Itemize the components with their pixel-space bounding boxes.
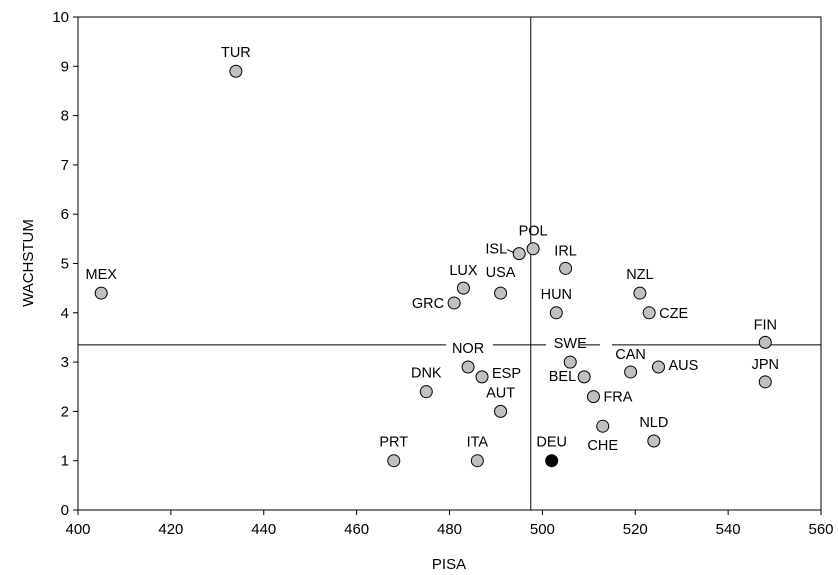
data-point-nld: [647, 434, 661, 448]
data-point-mex: [94, 286, 108, 300]
point-label-esp: ESP: [492, 366, 521, 382]
x-tick-label: 560: [808, 521, 833, 538]
y-tick-label: 6: [61, 206, 69, 223]
y-tick-label: 9: [61, 58, 69, 75]
point-label-jpn: JPN: [752, 357, 779, 373]
data-point-aus: [651, 360, 665, 374]
point-label-mex: MEX: [86, 267, 118, 283]
data-point-fin: [758, 335, 772, 349]
x-axis-title: PISA: [432, 556, 466, 573]
point-label-irl: IRL: [554, 243, 577, 259]
point-label-aut: AUT: [486, 385, 515, 401]
data-point-grc: [447, 296, 461, 310]
x-axis: 400 420 440 460 480 500 520 540 560: [65, 510, 834, 538]
data-point-tur: [229, 64, 243, 78]
data-point-bel: [577, 370, 591, 384]
point-label-leader: [506, 249, 515, 254]
point-label-bel: BEL: [549, 369, 576, 385]
x-tick-label: 500: [530, 521, 555, 538]
point-label-deu: DEU: [536, 435, 567, 451]
data-point-che: [596, 419, 610, 433]
x-tick-label: 440: [251, 521, 276, 538]
x-tick-label: 420: [158, 521, 183, 538]
point-label-can: CAN: [615, 347, 646, 363]
point-label-nld: NLD: [639, 415, 668, 431]
data-point-prt: [387, 454, 401, 468]
point-label-tur: TUR: [221, 45, 251, 61]
point-label-usa: USA: [486, 265, 516, 281]
y-tick-label: 2: [61, 403, 69, 420]
point-label-che: CHE: [587, 438, 618, 454]
data-point-can: [624, 365, 638, 379]
x-tick-label: 480: [437, 521, 462, 538]
y-tick-label: 5: [61, 256, 69, 273]
data-point-jpn: [758, 375, 772, 389]
x-tick-label: 520: [623, 521, 648, 538]
data-point-fra: [586, 390, 600, 404]
point-label-isl: ISL: [485, 242, 507, 258]
x-tick-label: 400: [65, 521, 90, 538]
point-label-fra: FRA: [603, 390, 632, 406]
point-label-aus: AUS: [668, 358, 698, 374]
point-label-cze: CZE: [659, 306, 688, 322]
data-point-usa: [494, 286, 508, 300]
data-point-nor: [461, 360, 475, 374]
point-labels: TUR MEX POL ISL IRL LUX USA GRC HUN NZL CZE FIN SWE N…: [86, 45, 779, 454]
data-point-lux: [456, 281, 470, 295]
y-axis-title: WACHSTUM: [20, 219, 37, 307]
y-tick-label: 0: [61, 502, 69, 519]
point-label-hun: HUN: [541, 287, 572, 303]
x-tick-label: 540: [716, 521, 741, 538]
data-point-dnk: [419, 385, 433, 399]
x-tick-label: 460: [344, 521, 369, 538]
point-label-prt: PRT: [379, 435, 408, 451]
data-point-swe: [563, 355, 577, 369]
point-label-nor: NOR: [452, 341, 484, 357]
y-tick-label: 10: [52, 9, 69, 26]
point-label-lux: LUX: [449, 263, 478, 279]
point-label-ita: ITA: [467, 435, 489, 451]
point-label-swe: SWE: [554, 336, 587, 352]
data-point-isl: [512, 247, 526, 261]
y-tick-label: 1: [61, 453, 69, 470]
data-point-esp: [475, 370, 489, 384]
data-point-hun: [549, 306, 563, 320]
y-tick-label: 7: [61, 157, 69, 174]
data-point-cze: [642, 306, 656, 320]
y-axis: 0 1 2 3 4 5 6 7 8 9 10: [52, 9, 78, 519]
point-label-pol: POL: [519, 224, 548, 240]
y-tick-label: 3: [61, 354, 69, 371]
y-tick-label: 8: [61, 108, 69, 125]
data-point-ita: [470, 454, 484, 468]
data-point-pol: [526, 242, 540, 256]
point-label-fin: FIN: [754, 317, 777, 333]
y-tick-label: 4: [61, 305, 69, 322]
point-label-dnk: DNK: [411, 366, 442, 382]
point-label-nzl: NZL: [626, 267, 653, 283]
data-point-irl: [559, 261, 573, 275]
data-points: [94, 64, 772, 468]
data-point-deu: [545, 454, 559, 468]
point-label-grc: GRC: [412, 296, 444, 312]
data-point-nzl: [633, 286, 647, 300]
data-point-aut: [494, 404, 508, 418]
